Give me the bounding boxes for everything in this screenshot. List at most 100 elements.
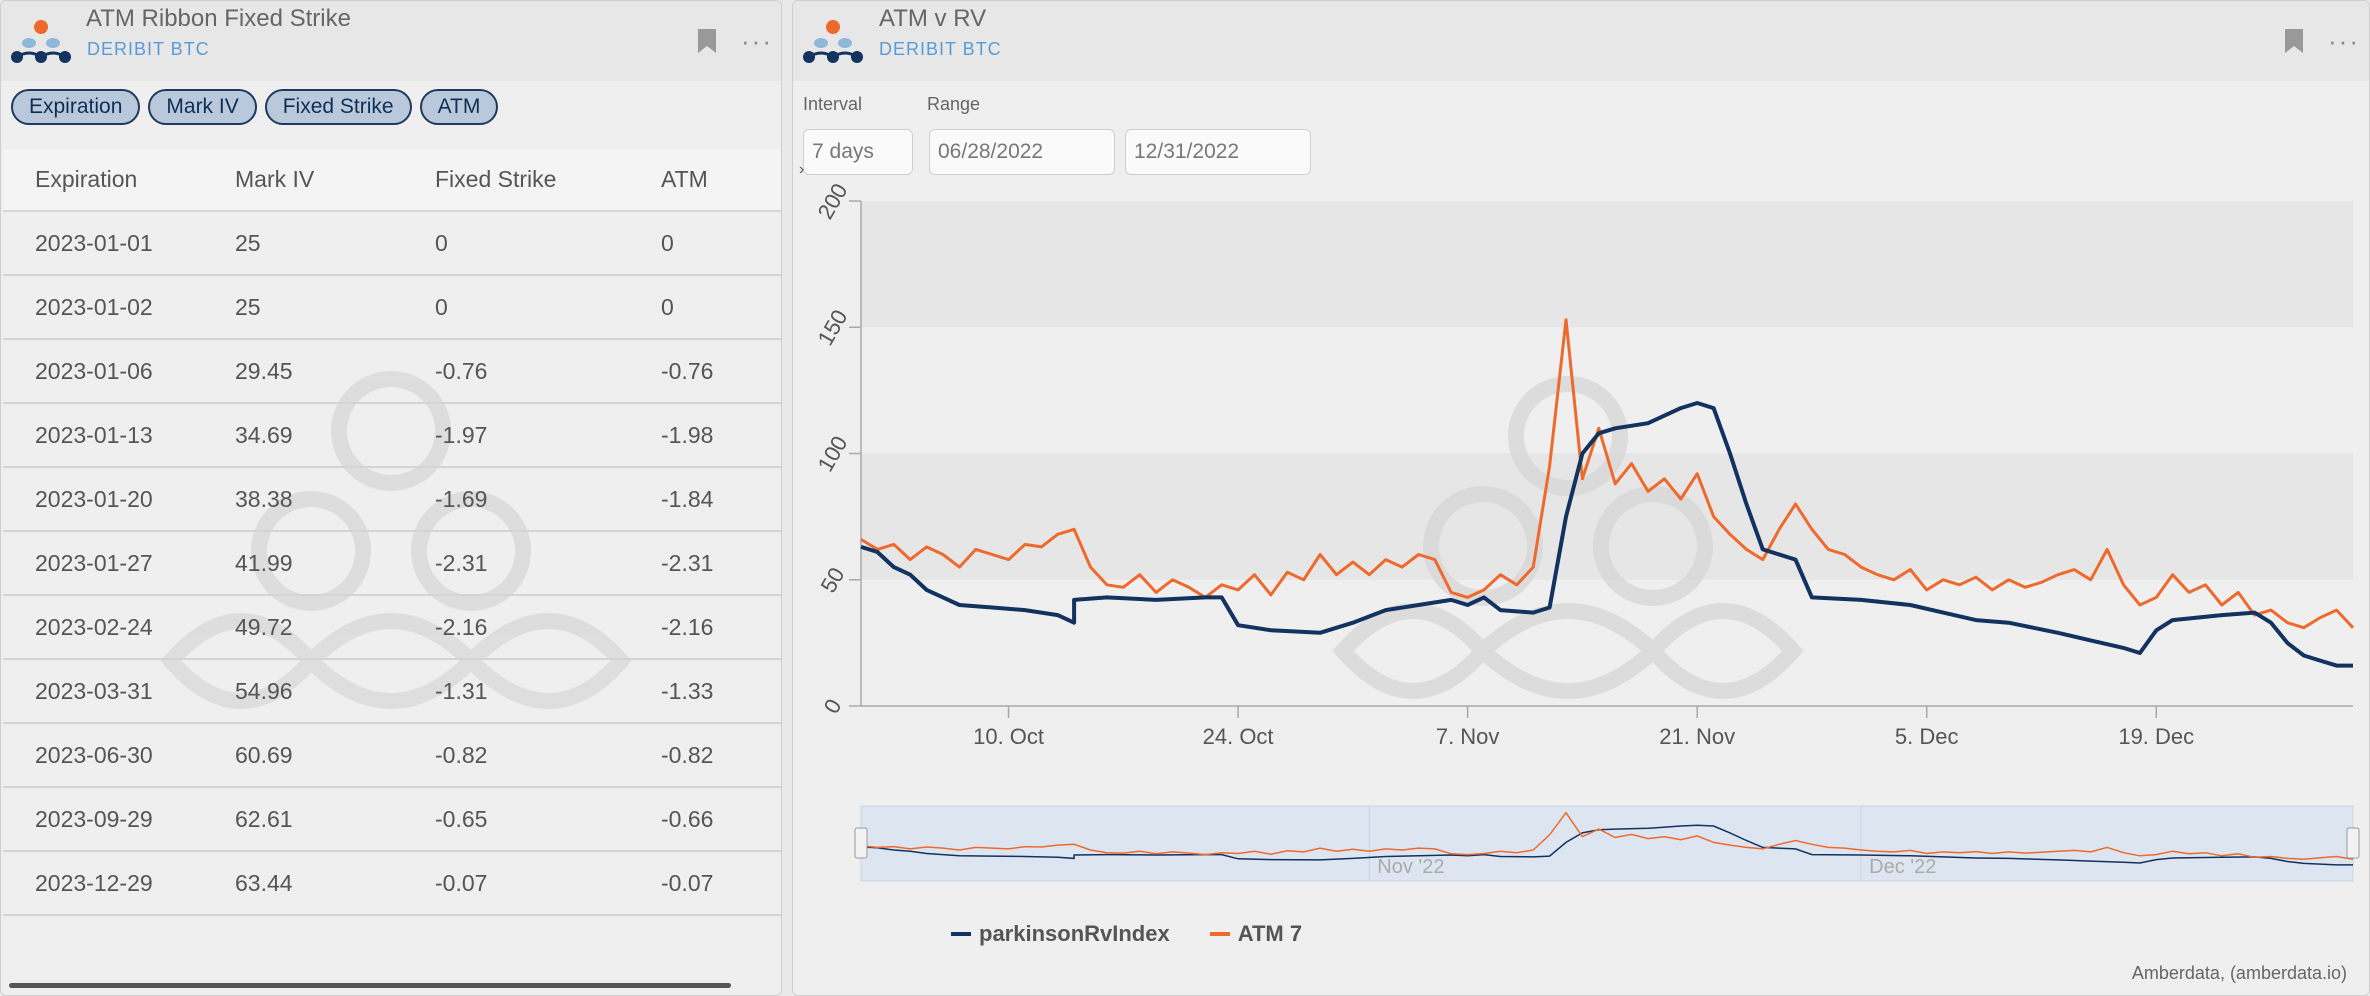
y-tick-label: 200 bbox=[812, 181, 852, 223]
bookmark-icon[interactable] bbox=[2283, 27, 2305, 55]
bookmark-icon[interactable] bbox=[696, 27, 718, 55]
table-row[interactable]: 2023-02-24 49.72 -2.16 -2.16 bbox=[3, 595, 781, 660]
cell-mark-iv: 25 bbox=[203, 275, 403, 340]
y-tick-label: 50 bbox=[816, 563, 850, 597]
x-tick-label: 10. Oct bbox=[973, 724, 1044, 749]
cell-fixed-strike: -2.16 bbox=[403, 595, 629, 660]
watermark-shape bbox=[1593, 486, 1713, 606]
cell-fixed-strike: -0.76 bbox=[403, 339, 629, 404]
cell-fixed-strike: -1.69 bbox=[403, 467, 629, 532]
cell-atm: -1.84 bbox=[629, 467, 781, 532]
chip-expiration[interactable]: Expiration bbox=[11, 89, 141, 125]
navigator-handle-left[interactable] bbox=[854, 827, 868, 859]
table-row[interactable]: 2023-12-29 63.44 -0.07 -0.07 bbox=[3, 851, 781, 916]
cell-expiration: 2023-12-29 bbox=[3, 851, 203, 916]
more-options-icon[interactable]: ··· bbox=[741, 26, 773, 56]
chip-atm[interactable]: ATM bbox=[419, 89, 499, 125]
column-chips: Expiration Mark IV Fixed Strike ATM bbox=[11, 89, 499, 125]
chip-mark-iv[interactable]: Mark IV bbox=[148, 89, 257, 125]
legend-item-rv[interactable]: parkinsonRvIndex bbox=[951, 921, 1170, 947]
cell-atm: 0 bbox=[629, 275, 781, 340]
atm-v-rv-panel: ATM v RV DERIBIT BTC ··· Interval Range … bbox=[792, 0, 2370, 996]
chart-credit: Amberdata, (amberdata.io) bbox=[2131, 963, 2347, 983]
series-line-atm-7 bbox=[860, 318, 2355, 630]
cell-atm: -0.66 bbox=[629, 787, 781, 852]
cell-expiration: 2023-01-01 bbox=[3, 211, 203, 276]
panel-subtitle: DERIBIT BTC bbox=[879, 39, 1002, 59]
cell-expiration: 2023-01-27 bbox=[3, 531, 203, 596]
y-tick-label: 0 bbox=[819, 695, 847, 718]
x-tick-label: 7. Nov bbox=[1436, 724, 1500, 749]
cell-fixed-strike: -1.97 bbox=[403, 403, 629, 468]
navigator-handle-right[interactable] bbox=[2346, 827, 2360, 859]
legend-item-atm[interactable]: ATM 7 bbox=[1209, 921, 1302, 947]
chevron-right-icon[interactable]: › bbox=[799, 161, 805, 178]
range-start-input[interactable] bbox=[929, 129, 1115, 175]
chip-fixed-strike[interactable]: Fixed Strike bbox=[264, 89, 412, 125]
navigator-label: Dec '22 bbox=[1869, 856, 1936, 878]
more-options-icon[interactable]: ··· bbox=[2328, 26, 2360, 56]
table-row[interactable]: 2023-01-20 38.38 -1.69 -1.84 bbox=[3, 467, 781, 532]
cell-expiration: 2023-09-29 bbox=[3, 787, 203, 852]
y-tick-label: 100 bbox=[812, 432, 852, 476]
panel-subtitle: DERIBIT BTC bbox=[87, 39, 210, 59]
cell-atm: 0 bbox=[629, 211, 781, 276]
cell-mark-iv: 63.44 bbox=[203, 851, 403, 916]
cell-atm: -2.16 bbox=[629, 595, 781, 660]
header-mark-iv[interactable]: Mark IV bbox=[203, 149, 403, 212]
table-row[interactable]: 2023-09-29 62.61 -0.65 -0.66 bbox=[3, 787, 781, 852]
navigator-label: Nov '22 bbox=[1377, 856, 1444, 878]
cell-expiration: 2023-01-13 bbox=[3, 403, 203, 468]
cell-atm: -0.82 bbox=[629, 723, 781, 788]
cell-expiration: 2023-02-24 bbox=[3, 595, 203, 660]
table-row[interactable]: 2023-01-02 25 0 0 bbox=[3, 275, 781, 340]
interval-label: Interval bbox=[803, 94, 863, 114]
plot-band bbox=[861, 201, 2353, 328]
table-row[interactable]: 2023-01-13 34.69 -1.97 -1.98 bbox=[3, 403, 781, 468]
cell-expiration: 2023-06-30 bbox=[3, 723, 203, 788]
legend-swatch-rv bbox=[951, 932, 971, 936]
atm-v-rv-chart: 0 50 100 150 200 10. Oct 24. Oct 7. Nov 21. Nov 5… bbox=[812, 181, 2360, 882]
x-tick-label: 21. Nov bbox=[1659, 724, 1735, 749]
panel-header: ATM v RV DERIBIT BTC ··· bbox=[793, 1, 2369, 81]
legend-label-rv: parkinsonRvIndex bbox=[979, 921, 1170, 946]
cell-fixed-strike: 0 bbox=[403, 275, 629, 340]
navigator-selection bbox=[860, 805, 2354, 882]
cell-mark-iv: 54.96 bbox=[203, 659, 403, 724]
x-tick-label: 5. Dec bbox=[1895, 724, 1959, 749]
table-row[interactable]: 2023-06-30 60.69 -0.82 -0.82 bbox=[3, 723, 781, 788]
atm-ribbon-panel: ATM Ribbon Fixed Strike DERIBIT BTC ··· … bbox=[0, 0, 782, 996]
series-line-parkinson-rv bbox=[860, 401, 2353, 668]
horizontal-scrollbar[interactable] bbox=[9, 983, 731, 988]
watermark-shape bbox=[1332, 603, 1804, 699]
cell-mark-iv: 34.69 bbox=[203, 403, 403, 468]
cell-mark-iv: 62.61 bbox=[203, 787, 403, 852]
table-row[interactable]: 2023-01-01 25 0 0 bbox=[3, 211, 781, 276]
interval-input[interactable] bbox=[803, 129, 913, 175]
cell-expiration: 2023-01-02 bbox=[3, 275, 203, 340]
header-atm[interactable]: ATM bbox=[629, 149, 781, 212]
header-expiration[interactable]: Expiration bbox=[3, 149, 203, 212]
cell-atm: -0.07 bbox=[629, 851, 781, 916]
table-row[interactable]: 2023-01-06 29.45 -0.76 -0.76 bbox=[3, 339, 781, 404]
cell-expiration: 2023-01-20 bbox=[3, 467, 203, 532]
x-tick-label: 19. Dec bbox=[2118, 724, 2194, 749]
x-tick-label: 24. Oct bbox=[1203, 724, 1274, 749]
cell-fixed-strike: -2.31 bbox=[403, 531, 629, 596]
navigator-series-1 bbox=[860, 811, 2354, 860]
cell-expiration: 2023-03-31 bbox=[3, 659, 203, 724]
cell-fixed-strike: -0.65 bbox=[403, 787, 629, 852]
chart-legend: parkinsonRvIndex ATM 7 bbox=[951, 921, 1302, 947]
range-end-input[interactable] bbox=[1125, 129, 1311, 175]
header-fixed-strike[interactable]: Fixed Strike bbox=[403, 149, 629, 212]
cell-fixed-strike: -0.82 bbox=[403, 723, 629, 788]
table-row[interactable]: 2023-03-31 54.96 -1.31 -1.33 bbox=[3, 659, 781, 724]
panel-title: ATM v RV bbox=[879, 5, 987, 32]
cell-atm: -1.98 bbox=[629, 403, 781, 468]
atm-ribbon-table: Expiration Mark IV Fixed Strike ATM 2023… bbox=[3, 149, 781, 916]
table-row[interactable]: 2023-01-27 41.99 -2.31 -2.31 bbox=[3, 531, 781, 596]
panel-header: ATM Ribbon Fixed Strike DERIBIT BTC ··· bbox=[1, 1, 781, 81]
cell-mark-iv: 38.38 bbox=[203, 467, 403, 532]
cell-fixed-strike: -0.07 bbox=[403, 851, 629, 916]
range-label: Range bbox=[927, 94, 981, 114]
